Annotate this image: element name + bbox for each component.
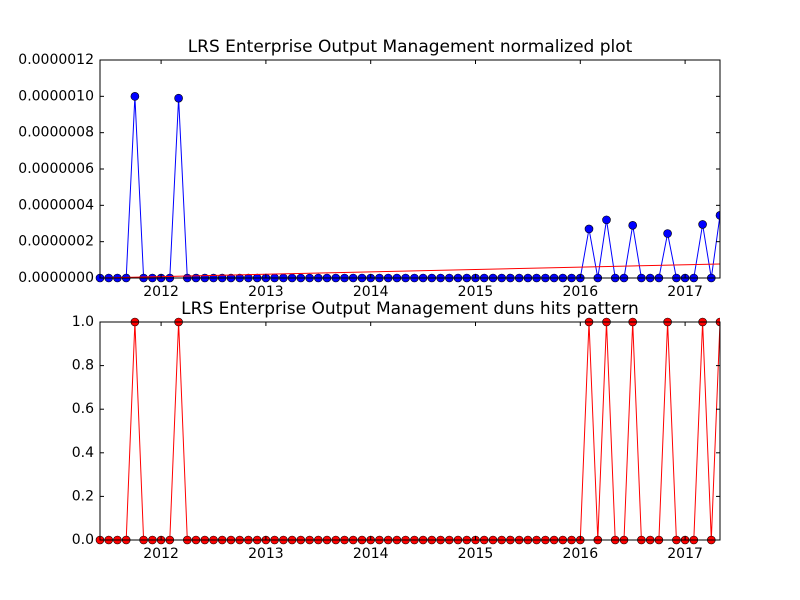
x-tick-label: 2017	[667, 546, 703, 562]
y-tick-label: 0.8	[72, 358, 94, 374]
y-tick-label: 0.0000004	[18, 197, 94, 213]
y-tick-label: 0.0000006	[18, 161, 94, 177]
x-tick-label: 2014	[353, 546, 389, 562]
chart-title: LRS Enterprise Output Management duns hi…	[181, 299, 639, 319]
x-tick-label: 2012	[143, 284, 179, 300]
x-tick-label: 2016	[562, 546, 598, 562]
y-tick-label: 0.4	[72, 445, 94, 461]
x-tick-label: 2017	[667, 284, 703, 300]
axes-frame	[99, 321, 721, 541]
point	[584, 224, 594, 234]
point	[130, 92, 140, 101]
x-tick-label: 2015	[458, 284, 494, 300]
point	[698, 220, 707, 229]
y-tick-label: 0.0000012	[18, 52, 94, 68]
point	[715, 211, 720, 220]
x-tick-label: 2012	[143, 546, 179, 562]
y-tick-label: 0.0000002	[18, 234, 94, 250]
point	[628, 221, 638, 230]
y-tick-label: 0.0	[72, 532, 94, 548]
y-tick-label: 0.0000010	[18, 88, 94, 104]
point	[602, 215, 611, 225]
y-tick-label: 0.0000000	[18, 270, 94, 286]
point	[174, 93, 183, 103]
plot-area	[100, 322, 720, 540]
y-tick-label: 0.0000008	[18, 125, 94, 141]
x-tick-label: 2013	[248, 546, 284, 562]
x-tick-label: 2013	[248, 284, 284, 300]
y-tick-label: 1.0	[72, 314, 94, 330]
x-tick-label: 2014	[353, 284, 389, 300]
plot-area	[100, 60, 720, 278]
point	[663, 229, 672, 238]
y-tick-label: 0.6	[72, 401, 94, 417]
series-line	[99, 263, 720, 279]
x-tick-label: 2015	[458, 546, 494, 562]
x-tick-label: 2016	[562, 284, 598, 300]
y-tick-label: 0.2	[72, 488, 94, 504]
chart-title: LRS Enterprise Output Management normali…	[188, 37, 633, 57]
